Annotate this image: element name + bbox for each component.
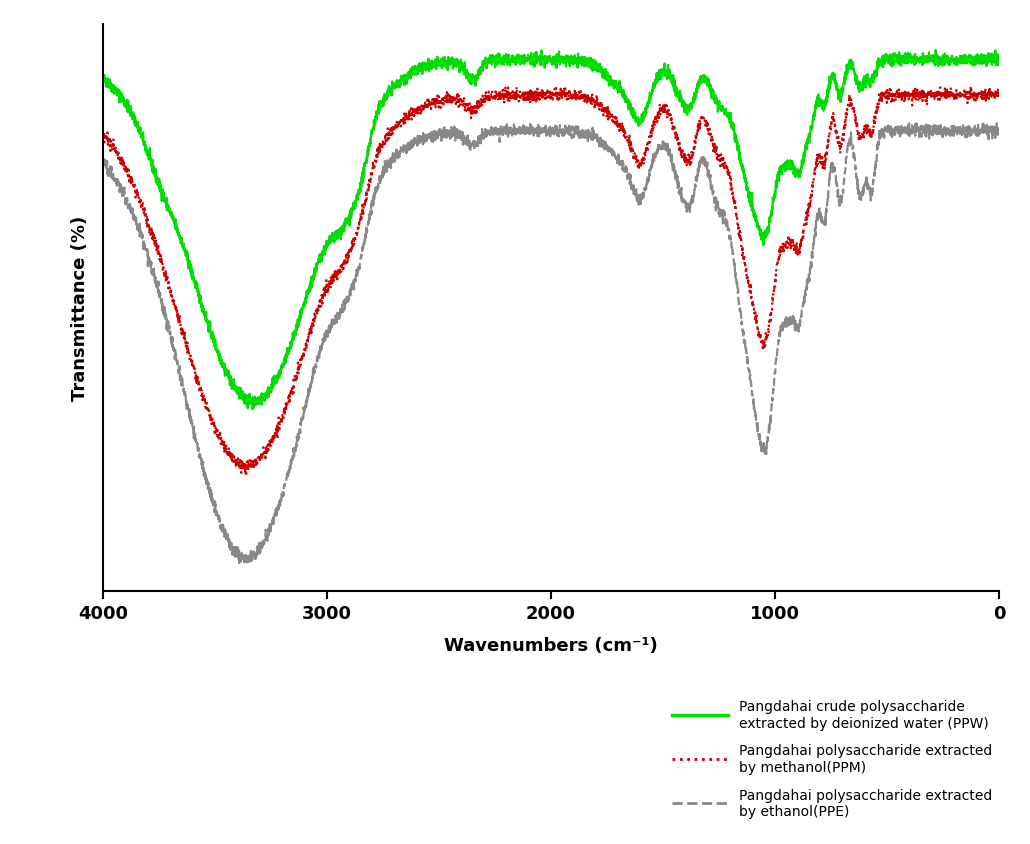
- Y-axis label: Transmittance (%): Transmittance (%): [71, 215, 90, 401]
- X-axis label: Wavenumbers (cm⁻¹): Wavenumbers (cm⁻¹): [444, 636, 658, 654]
- Legend: Pangdahai crude polysaccharide
extracted by deionized water (PPW), Pangdahai pol: Pangdahai crude polysaccharide extracted…: [673, 700, 992, 818]
